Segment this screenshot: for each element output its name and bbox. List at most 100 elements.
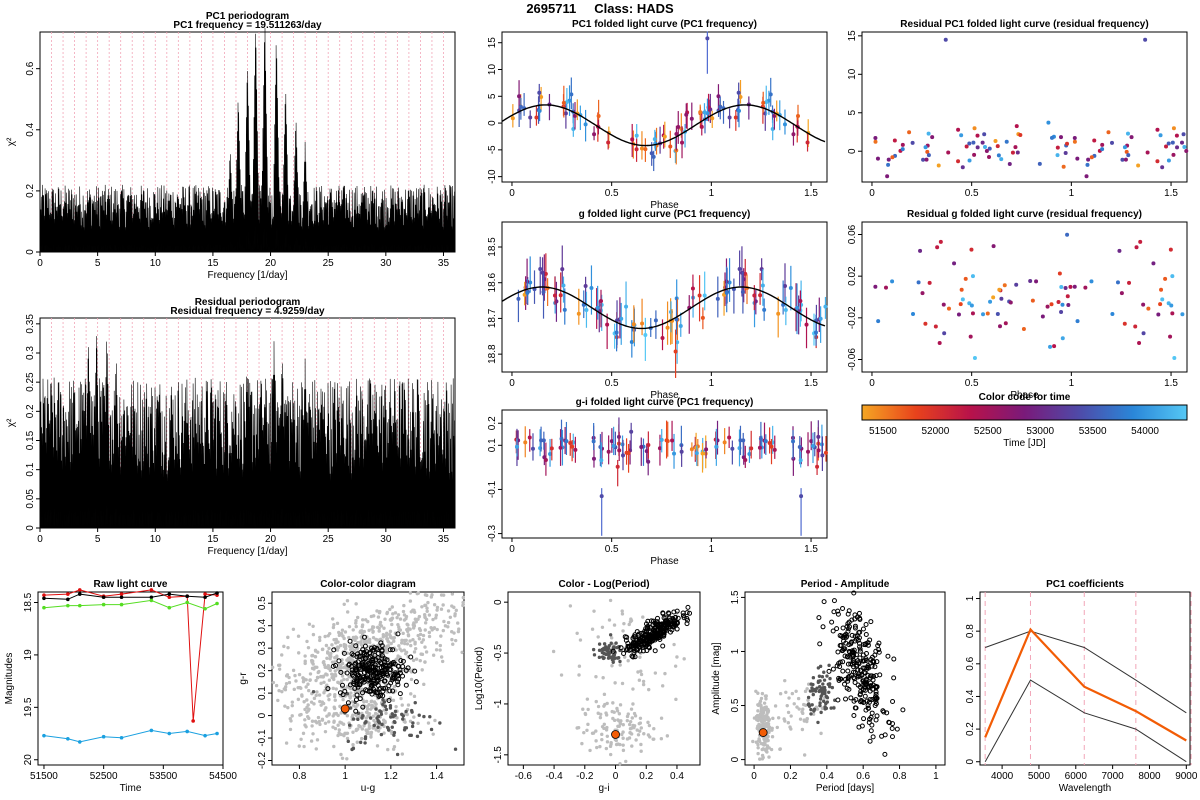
x-axis-label: Phase	[1010, 390, 1039, 401]
scatter-point	[321, 660, 326, 665]
data-point	[963, 276, 968, 281]
scatter-point	[320, 700, 325, 704]
scatter-point	[646, 644, 652, 650]
scatter-point	[596, 635, 600, 639]
scatter-point	[381, 702, 385, 707]
y-tick-label: 19	[23, 649, 34, 661]
data-point	[956, 312, 961, 317]
data-point	[1155, 159, 1160, 164]
y-tick-label: 18.6	[487, 273, 498, 293]
scatter-point	[396, 613, 401, 617]
scatter-point	[310, 653, 315, 658]
y-tick-label: 0	[487, 120, 498, 126]
y-tick-label: 0.3	[25, 346, 36, 360]
scatter-point	[783, 678, 787, 683]
data-point	[705, 111, 710, 116]
data-point	[694, 451, 699, 456]
data-point	[736, 90, 741, 95]
data-point	[1160, 297, 1165, 302]
scatter-point	[364, 716, 368, 720]
light-curve-point	[167, 592, 172, 596]
scatter-point	[333, 662, 339, 668]
scatter-point	[384, 663, 390, 669]
scatter-point	[450, 592, 455, 596]
scatter-point	[356, 727, 360, 731]
panel-title: Residual PC1 folded light curve (residua…	[900, 19, 1148, 30]
scatter-point	[339, 711, 343, 715]
data-point	[1030, 298, 1035, 303]
scatter-point	[884, 710, 890, 716]
data-point	[1059, 284, 1064, 289]
light-curve-point	[101, 595, 106, 600]
scatter-point	[302, 744, 306, 749]
scatter-point	[824, 694, 829, 699]
data-point	[1045, 304, 1050, 309]
scatter-point	[361, 634, 367, 640]
scatter-point	[302, 700, 306, 704]
scatter-point	[327, 720, 331, 724]
x-axis-label: g-i	[598, 783, 609, 794]
x-axis-label: Frequency [1/day]	[207, 270, 287, 281]
scatter-point	[341, 650, 347, 656]
scatter-point	[830, 685, 835, 690]
y-tick-label: 0.05	[25, 489, 36, 509]
scatter-point	[835, 697, 841, 703]
scatter-point	[333, 656, 337, 660]
data-point	[907, 130, 912, 135]
scatter-point	[331, 714, 335, 718]
scatter-point	[415, 734, 420, 739]
scatter-point	[352, 648, 357, 653]
scatter-point	[684, 621, 690, 627]
x-tick-label: 0	[509, 188, 515, 199]
data-point	[699, 124, 704, 129]
scatter-point	[323, 721, 328, 726]
y-tick-label: 5	[487, 93, 498, 99]
scatter-point	[614, 641, 618, 645]
scatter-point	[398, 658, 404, 664]
data-point	[1063, 285, 1068, 290]
scatter-point	[843, 640, 849, 646]
scatter-point	[395, 631, 401, 637]
data-point	[562, 307, 567, 312]
scatter-point	[626, 659, 630, 663]
scatter-point	[575, 631, 579, 636]
scatter-point	[855, 673, 861, 679]
data-point	[564, 100, 569, 105]
scatter-point	[818, 703, 822, 708]
scatter-point	[854, 614, 860, 620]
scatter-point	[857, 629, 863, 635]
scatter-point	[361, 714, 365, 718]
data-point	[653, 318, 658, 323]
data-point	[584, 307, 589, 312]
data-point	[1160, 165, 1165, 170]
scatter-point	[597, 655, 602, 660]
scatter-point	[341, 697, 345, 702]
data-point	[1061, 164, 1066, 169]
scatter-point	[340, 628, 345, 632]
scatter-point	[396, 622, 400, 627]
scatter-point	[652, 737, 656, 741]
scatter-point	[358, 740, 363, 745]
scatter-point	[626, 647, 632, 653]
scatter-point	[769, 747, 774, 752]
scatter-point	[874, 695, 880, 701]
x-tick-label: 35	[438, 534, 450, 545]
light-curve-point	[185, 729, 189, 734]
data-point	[1122, 321, 1127, 326]
scatter-point	[330, 617, 335, 621]
scatter-point	[642, 632, 648, 638]
scatter-point	[356, 717, 360, 722]
scatter-point	[867, 637, 873, 643]
scatter-point	[590, 627, 595, 631]
scatter-point	[316, 715, 321, 720]
scatter-point	[384, 707, 389, 712]
light-curve-point	[215, 731, 219, 736]
scatter-point	[339, 679, 344, 683]
scatter-point	[653, 671, 658, 675]
scatter-point	[618, 721, 623, 726]
scatter-point	[421, 633, 426, 638]
data-point	[649, 151, 654, 156]
panel-title: Residual g folded light curve (residual …	[907, 209, 1142, 220]
outlier-point	[705, 36, 710, 41]
